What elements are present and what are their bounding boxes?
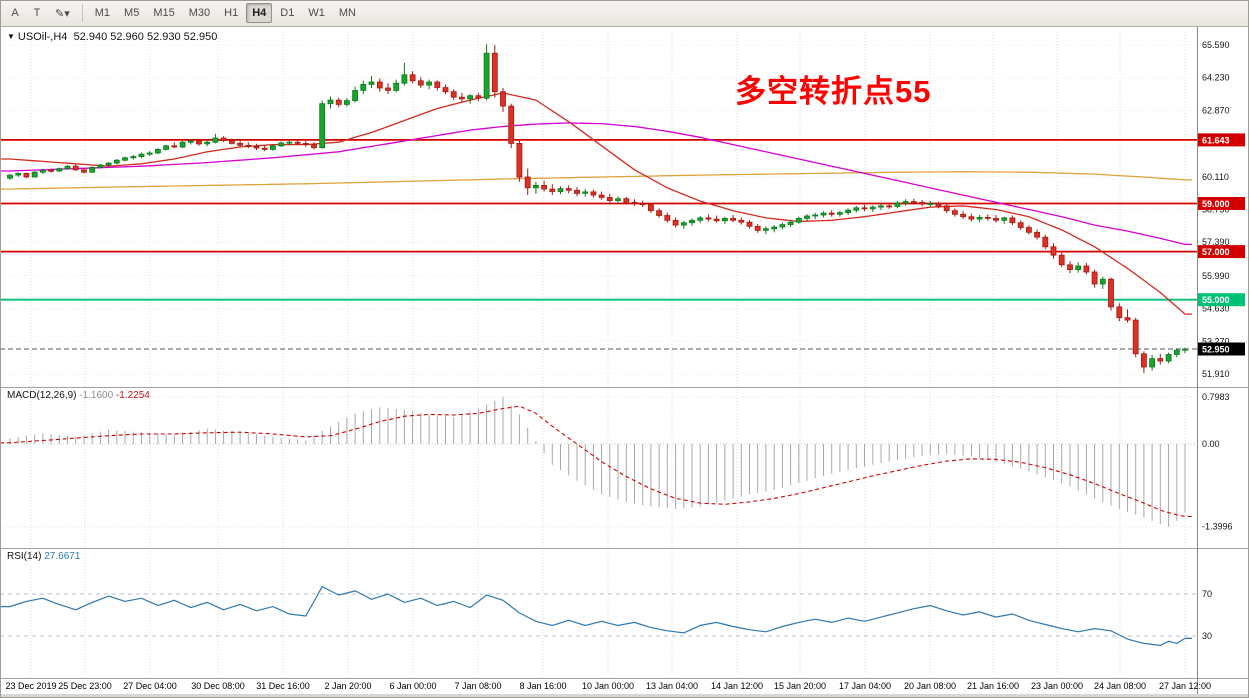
symbol-header: ▼ USOil-,H4 52.940 52.960 52.930 52.950	[7, 31, 217, 43]
svg-text:65.590: 65.590	[1202, 40, 1230, 50]
svg-text:7 Jan 08:00: 7 Jan 08:00	[454, 681, 501, 691]
svg-text:57.390: 57.390	[1202, 237, 1230, 247]
macd-title: MACD(12,26,9)	[7, 390, 77, 401]
svg-text:2 Jan 20:00: 2 Jan 20:00	[324, 681, 371, 691]
text-tool-button[interactable]: T	[33, 7, 41, 19]
rsi-line	[0, 585, 1192, 647]
svg-text:23 Jan 00:00: 23 Jan 00:00	[1031, 681, 1083, 691]
rsi-title: RSI(14)	[7, 551, 42, 562]
svg-text:30 Dec 08:00: 30 Dec 08:00	[191, 681, 245, 691]
chart-background	[0, 27, 1249, 694]
price-level-badge	[1198, 293, 1245, 307]
svg-text:-1.3996: -1.3996	[1202, 522, 1233, 532]
toolbar-separator	[81, 4, 83, 22]
svg-text:21 Jan 16:00: 21 Jan 16:00	[967, 681, 1019, 691]
svg-text:0.7983: 0.7983	[1202, 392, 1230, 402]
price-level-badge	[1198, 133, 1245, 147]
svg-text:70: 70	[1202, 589, 1212, 599]
svg-text:55.990: 55.990	[1202, 271, 1230, 281]
svg-text:64.230: 64.230	[1202, 73, 1230, 83]
toolbar: A T ✎▾ M1 M5 M15 M30 H1 H4 D1 W1 MN	[0, 0, 1249, 27]
svg-text:6 Jan 00:00: 6 Jan 00:00	[389, 681, 436, 691]
svg-text:30: 30	[1202, 631, 1212, 641]
macd-signal-line	[0, 405, 1192, 517]
horizontal-level-lines-layer	[0, 138, 1197, 301]
price-level-badge	[1198, 342, 1245, 356]
timeframe-m5-button[interactable]: M5	[124, 7, 140, 19]
grid-layer	[0, 32, 1197, 676]
chart-annotation-text[interactable]: 多空转折点55	[735, 74, 932, 109]
rsi-header: RSI(14) 27.6671	[7, 551, 80, 562]
svg-text:14 Jan 12:00: 14 Jan 12:00	[711, 681, 763, 691]
svg-text:62.870: 62.870	[1202, 105, 1230, 115]
timeframe-m30-button[interactable]: M30	[188, 7, 211, 19]
macd-layer	[0, 396, 1197, 528]
price-level-badge	[1198, 245, 1245, 259]
svg-text:57.000: 57.000	[1202, 247, 1230, 257]
svg-text:15 Jan 20:00: 15 Jan 20:00	[774, 681, 826, 691]
svg-text:24 Jan 08:00: 24 Jan 08:00	[1094, 681, 1146, 691]
svg-text:13 Jan 04:00: 13 Jan 04:00	[646, 681, 698, 691]
rsi-value: 27.6671	[44, 551, 81, 562]
ma-slow-orange	[0, 171, 1192, 190]
timeframe-w1-button[interactable]: W1	[308, 7, 325, 19]
svg-text:59.000: 59.000	[1202, 199, 1230, 209]
svg-text:54.630: 54.630	[1202, 304, 1230, 314]
svg-text:17 Jan 04:00: 17 Jan 04:00	[839, 681, 891, 691]
macd-main-value: -1.1600	[79, 390, 114, 401]
symbol-title: USOil-,H4	[17, 31, 68, 43]
timeframe-mn-button[interactable]: MN	[338, 7, 356, 19]
macd-signal-value: -1.2254	[115, 390, 150, 401]
svg-text:51.910: 51.910	[1202, 369, 1230, 379]
svg-text:31 Dec 16:00: 31 Dec 16:00	[256, 681, 310, 691]
timeframe-h1-button[interactable]: H1	[224, 7, 239, 19]
svg-text:27 Dec 04:00: 27 Dec 04:00	[123, 681, 177, 691]
timeframe-m15-button[interactable]: M15	[153, 7, 175, 19]
svg-text:20 Jan 08:00: 20 Jan 08:00	[904, 681, 956, 691]
candles-layer	[7, 44, 1188, 373]
font-tool-button[interactable]: A	[11, 7, 19, 19]
svg-text:55.000: 55.000	[1202, 295, 1230, 305]
svg-text:61.643: 61.643	[1202, 135, 1230, 145]
ma-mid-magenta	[0, 122, 1192, 246]
svg-text:0.00: 0.00	[1202, 439, 1220, 449]
macd-header: MACD(12,26,9) -1.1600 -1.2254	[7, 390, 150, 401]
svg-text:8 Jan 16:00: 8 Jan 16:00	[519, 681, 566, 691]
ma-fast-red	[0, 92, 1192, 315]
rsi-layer	[0, 585, 1197, 647]
timeframe-d1-button[interactable]: D1	[280, 7, 295, 19]
svg-text:53.270: 53.270	[1202, 336, 1230, 346]
svg-text:10 Jan 00:00: 10 Jan 00:00	[582, 681, 634, 691]
svg-text:52.950: 52.950	[1202, 345, 1230, 355]
svg-text:60.110: 60.110	[1202, 172, 1229, 182]
panel-separators	[0, 387, 1249, 698]
drawing-tools-button[interactable]: ✎▾	[55, 7, 70, 20]
moving-averages-layer	[0, 92, 1192, 315]
time-axis[interactable]: 23 Dec 2019 25 Dec 23:00 27 Dec 04:00 30 De…	[5, 681, 1211, 691]
svg-text:27 Jan 12:00: 27 Jan 12:00	[1159, 681, 1211, 691]
price-level-badge	[1198, 197, 1245, 210]
ohlc-values: 52.940 52.960 52.930 52.950	[73, 31, 218, 43]
timeframe-m1-button[interactable]: M1	[94, 7, 111, 19]
svg-text:25 Dec 23:00: 25 Dec 23:00	[58, 681, 112, 691]
price-axis[interactable]: 65.59064.23062.87060.11058.75057.39055.9…	[1197, 27, 1246, 694]
timeframe-h4-button[interactable]: H4	[246, 3, 273, 23]
collapse-icon[interactable]: ▼	[7, 32, 15, 41]
svg-text:23 Dec 2019: 23 Dec 2019	[5, 681, 56, 691]
